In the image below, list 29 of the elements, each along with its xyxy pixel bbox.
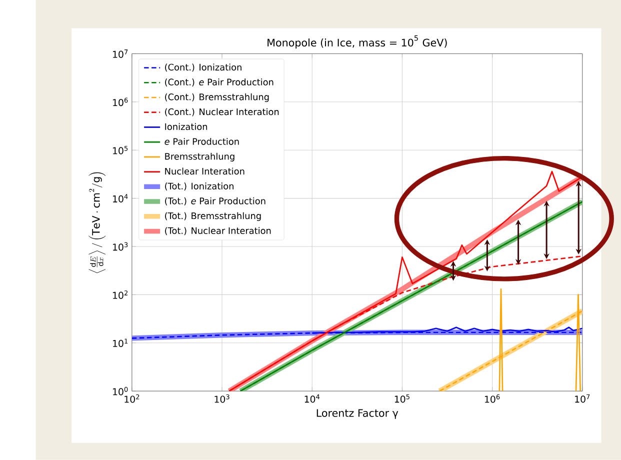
y-tick-label: 10$^{1}$ [113, 338, 128, 348]
chart-title: Monopole (in Ice, mass = 10$^{5}$ GeV) [268, 35, 447, 49]
legend-label: Nuclear Interation [165, 168, 244, 175]
legend-label: Bremsstrahlung [165, 152, 234, 162]
legend-label: e Pair Production [164, 138, 239, 145]
x-tick-label: 10$^{2}$ [124, 394, 140, 403]
y-tick-label: 10$^{6}$ [113, 98, 128, 106]
x-tick-label: 10$^{6}$ [485, 394, 500, 403]
y-tick-label: 10$^{7}$ [113, 50, 128, 58]
x-tick-label: 10$^{4}$ [304, 394, 320, 403]
x-tick-label: 10$^{3}$ [214, 394, 230, 403]
y-tick-label: 10$^{4}$ [113, 194, 128, 203]
y-tick-label: 10$^{3}$ [113, 242, 128, 251]
legend-label: (Cont.) e Pair Production [165, 78, 274, 87]
legend-label: Ionization [165, 123, 208, 130]
legend-label: (Cont.) Bremsstrahlung [165, 93, 269, 102]
y-tick-label: 10$^{0}$ [113, 386, 128, 396]
legend-label: (Cont.) Ionization [165, 64, 242, 72]
y-axis-title: $\left\langle \frac{\mathrm{d}E}{\mathrm{d}x} \right\rangle / \left(\mathrm{TeV}\cdot\mathrm{cm}^2/\mathrm{g}\right)$ [88, 172, 106, 274]
legend-label: (Cont.) Nuclear Interation [165, 108, 279, 116]
x-tick-label: 10$^{7}$ [575, 394, 590, 403]
legend-label: (Tot.) Nuclear Interation [165, 227, 271, 236]
legend-label: (Tot.) e Pair Production [165, 197, 266, 206]
y-tick-label: 10$^{2}$ [113, 290, 128, 299]
legend-label: (Tot.) Bremsstrahlung [165, 212, 261, 221]
legend-label: (Tot.) Ionization [165, 182, 234, 191]
x-tick-label: 10$^{5}$ [394, 394, 410, 403]
x-axis-title: Lorentz Factor γ [316, 409, 398, 419]
y-tick-label: 10$^{5}$ [113, 146, 128, 154]
